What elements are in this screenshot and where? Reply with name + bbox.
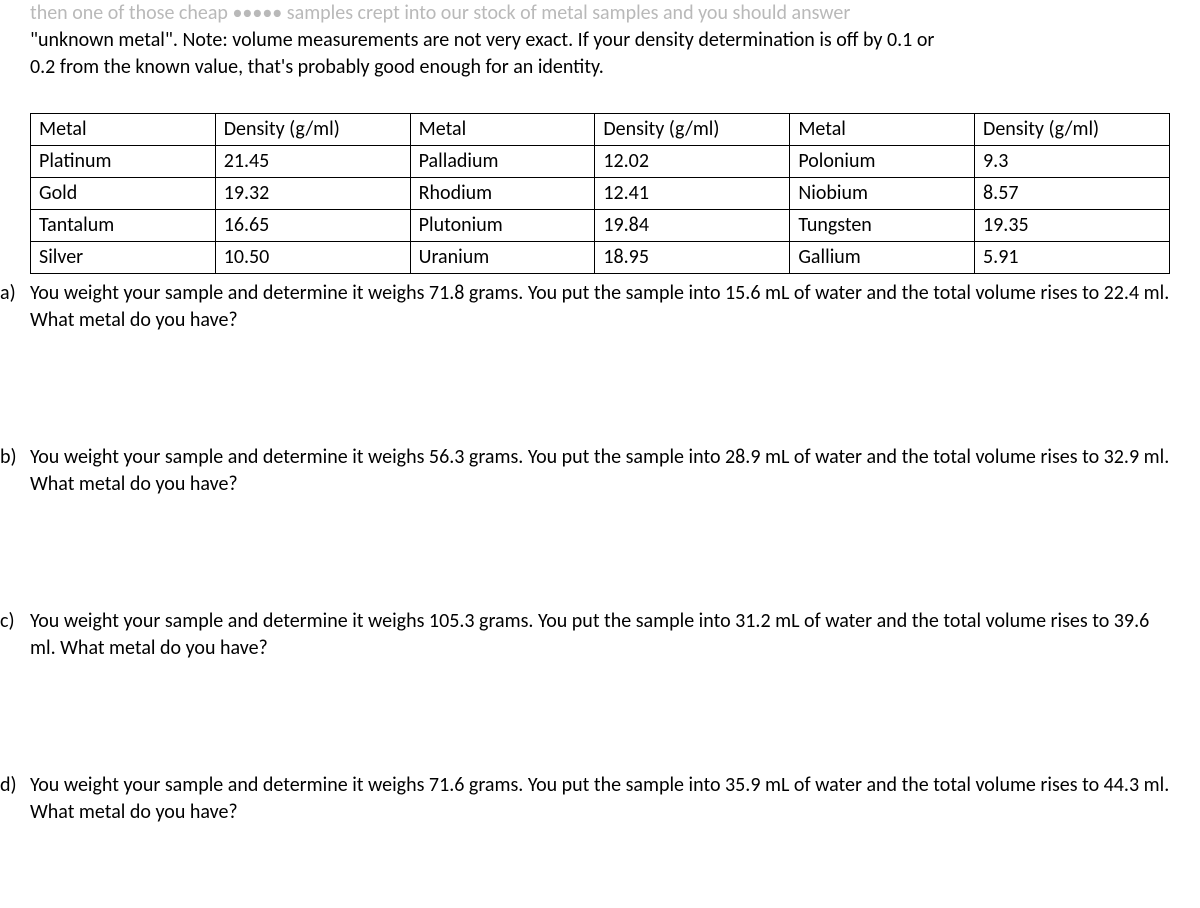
table-cell: 8.57 [975,178,1170,210]
page-content: then one of those cheap ••••• samples cr… [0,0,1200,856]
table-cell: Palladium [410,146,595,178]
table-cell: 10.50 [215,242,410,274]
question-label: b) [0,444,30,498]
table-cell: 12.02 [595,146,790,178]
table-cell: Gallium [790,242,975,274]
question-d: d) You weight your sample and determine … [0,772,1170,826]
question-text: You weight your sample and determine it … [30,280,1170,334]
table-cell: 12.41 [595,178,790,210]
question-text: You weight your sample and determine it … [30,444,1170,498]
density-table: Metal Density (g/ml) Metal Density (g/ml… [30,113,1170,274]
table-row: Gold 19.32 Rhodium 12.41 Niobium 8.57 [31,178,1170,210]
question-c: c) You weight your sample and determine … [0,608,1170,662]
table-cell: 18.95 [595,242,790,274]
table-cell: Plutonium [410,210,595,242]
table-cell: 5.91 [975,242,1170,274]
table-cell: Rhodium [410,178,595,210]
table-header: Density (g/ml) [215,114,410,146]
table-cell: 16.65 [215,210,410,242]
table-cell: Tantalum [31,210,216,242]
intro-line-3: 0.2 from the known value, that's probabl… [30,54,1170,81]
table-cell: Tungsten [790,210,975,242]
table-header: Metal [31,114,216,146]
table-cell: Niobium [790,178,975,210]
question-label: c) [0,608,30,662]
question-text: You weight your sample and determine it … [30,772,1170,826]
table-header-row: Metal Density (g/ml) Metal Density (g/ml… [31,114,1170,146]
table-header: Density (g/ml) [595,114,790,146]
table-cell: 19.32 [215,178,410,210]
table-cell: Platinum [31,146,216,178]
table-cell: Gold [31,178,216,210]
question-label: d) [0,772,30,826]
table-cell: 9.3 [975,146,1170,178]
table-cell: 21.45 [215,146,410,178]
table-cell: 19.35 [975,210,1170,242]
table-row: Tantalum 16.65 Plutonium 19.84 Tungsten … [31,210,1170,242]
table-header: Metal [410,114,595,146]
question-b: b) You weight your sample and determine … [0,444,1170,498]
intro-cutoff-line: then one of those cheap ••••• samples cr… [30,0,1170,27]
table-row: Platinum 21.45 Palladium 12.02 Polonium … [31,146,1170,178]
table-header: Metal [790,114,975,146]
question-label: a) [0,280,30,334]
intro-text: then one of those cheap ••••• samples cr… [30,0,1170,81]
table-cell: Silver [31,242,216,274]
table-cell: Polonium [790,146,975,178]
table-cell: Uranium [410,242,595,274]
table-cell: 19.84 [595,210,790,242]
question-text: You weight your sample and determine it … [30,608,1170,662]
intro-line-2: "unknown metal". Note: volume measuremen… [30,27,1170,54]
table-row: Silver 10.50 Uranium 18.95 Gallium 5.91 [31,242,1170,274]
table-header: Density (g/ml) [975,114,1170,146]
question-a: a) You weight your sample and determine … [0,280,1170,334]
